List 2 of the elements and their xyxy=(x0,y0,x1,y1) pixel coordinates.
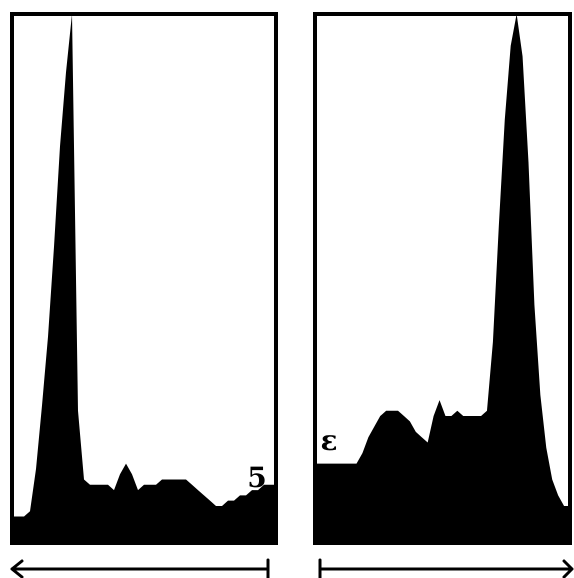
annotation: ε xyxy=(320,424,338,457)
annotation: 5 xyxy=(247,461,267,494)
